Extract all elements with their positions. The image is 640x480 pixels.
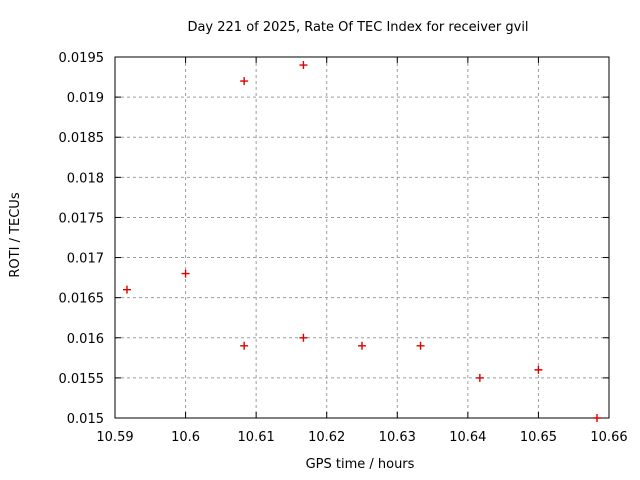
data-point-marker — [475, 373, 484, 382]
data-point-marker — [181, 269, 190, 278]
y-tick-label: 0.017 — [67, 252, 104, 267]
x-tick-label: 10.61 — [238, 430, 275, 445]
x-tick-label: 10.59 — [96, 430, 133, 445]
data-point-marker — [299, 61, 308, 70]
x-axis-label: GPS time / hours — [306, 457, 415, 472]
x-tick-label: 10.6 — [171, 430, 200, 445]
y-tick-label: 0.0185 — [59, 131, 105, 146]
y-tick-label: 0.0165 — [59, 292, 105, 307]
x-tick-label: 10.65 — [520, 430, 557, 445]
data-point-marker — [299, 333, 308, 342]
y-tick-label: 0.016 — [67, 332, 104, 347]
data-point-marker — [240, 341, 249, 350]
x-tick-label: 10.63 — [379, 430, 416, 445]
y-tick-label: 0.018 — [67, 171, 104, 186]
y-tick-label: 0.0155 — [59, 372, 105, 387]
y-tick-label: 0.0175 — [59, 211, 105, 226]
plot-border — [114, 56, 610, 419]
data-point-marker — [122, 285, 131, 294]
y-axis-label: ROTI / TECUs — [8, 192, 23, 277]
x-tick-label: 10.62 — [308, 430, 345, 445]
data-point-marker — [358, 341, 366, 350]
y-tick-label: 0.0195 — [59, 51, 105, 66]
data-point-marker — [416, 341, 425, 350]
grid-lines — [115, 57, 609, 418]
data-point-marker — [593, 414, 602, 422]
data-point-marker — [240, 77, 249, 86]
x-tick-label: 10.66 — [590, 430, 627, 445]
y-tick-label: 0.015 — [67, 412, 104, 427]
data-point-marker — [534, 365, 543, 374]
tick-labels: 10.59 10.6 10.61 10.62 10.63 10.64 10.65 10.66 0… — [59, 51, 628, 445]
x-tick-label: 10.64 — [449, 430, 486, 445]
y-tick-label: 0.019 — [67, 91, 104, 106]
axis-ticks — [114, 56, 610, 419]
data-points — [122, 61, 602, 422]
chart-title: Day 221 of 2025, Rate Of TEC Index for r… — [187, 20, 528, 35]
